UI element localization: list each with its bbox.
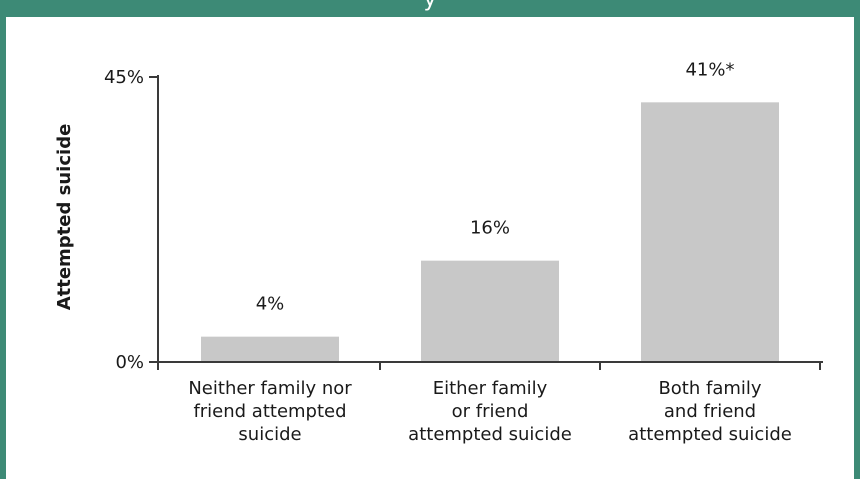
right-border — [854, 0, 860, 479]
title-band: y — [0, 0, 860, 17]
chart-title: y — [0, 0, 860, 12]
value-label: 16% — [470, 218, 510, 239]
category-label: Neither family nor — [188, 378, 352, 399]
bar — [201, 336, 339, 362]
left-border — [0, 0, 6, 479]
category-label: Both family — [658, 378, 761, 399]
axes-layer — [149, 75, 823, 370]
y-tick-label: 0% — [115, 352, 144, 373]
category-label: attempted suicide — [408, 424, 572, 445]
value-label: 41%* — [685, 59, 734, 80]
category-label: or friend — [452, 401, 529, 422]
category-label: and friend — [664, 401, 756, 422]
y-axis-title: Attempted suicide — [54, 124, 75, 311]
category-label: attempted suicide — [628, 424, 792, 445]
bars-layer — [201, 102, 779, 362]
category-label: friend attempted — [193, 401, 346, 422]
y-tick-label: 45% — [104, 67, 144, 88]
bar — [421, 260, 559, 362]
value-label: 4% — [256, 294, 285, 315]
category-label: Either family — [433, 378, 548, 399]
category-label: suicide — [238, 424, 301, 445]
bar — [641, 102, 779, 362]
